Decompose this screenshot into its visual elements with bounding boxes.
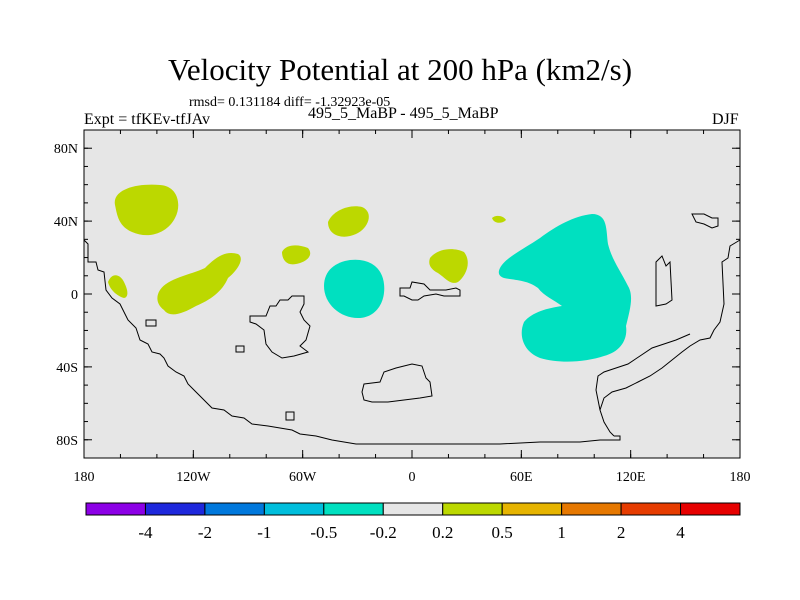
colorbar-label-9: 4	[676, 523, 685, 542]
coastline-central-america	[145, 319, 157, 327]
colorbar-swatch-0	[85, 502, 146, 516]
negative-region-atlantic	[324, 259, 385, 318]
colorbar-label-8: 2	[617, 523, 626, 542]
coastline-sub-antarctic-island	[285, 411, 295, 421]
positive-region-north-pacific	[114, 184, 179, 236]
colorbar-swatch-3	[263, 502, 325, 516]
plot-title: Velocity Potential at 200 hPa (km2/s)	[167, 52, 633, 87]
negative-region-asia-indian-ocean	[498, 214, 632, 362]
colorbar-label-0: -4	[138, 523, 153, 542]
positive-region-africa	[429, 249, 468, 283]
colorbar-label-2: -1	[257, 523, 271, 542]
experiment-label: Expt = tfKEv-tfJAv	[84, 111, 211, 128]
stats-label: rmsd= 0.131184 diff= -1.32923e-05	[189, 95, 391, 110]
coastline-islet	[235, 345, 245, 353]
colorbar-label-7: 1	[557, 523, 566, 542]
colorbar-label-4: -0.2	[370, 523, 397, 542]
lon-tick-label-6: 180	[730, 470, 751, 485]
colorbar-swatch-6	[442, 502, 503, 516]
colorbar-swatch-8	[561, 502, 622, 516]
colorbar-swatch-10	[680, 502, 741, 516]
colorbar-label-3: -0.5	[310, 523, 337, 542]
contour-fill-regions	[108, 184, 632, 362]
colorbar: -4 -2 -1 -0.5 -0.2 0.2 0.5 1 2 4	[85, 502, 741, 542]
lat-tick-label-2: 0	[71, 288, 78, 303]
colorbar-label-5: 0.2	[432, 523, 453, 542]
lon-tick-label-2: 60W	[289, 470, 317, 485]
positive-region-central-pacific	[157, 252, 241, 315]
map-axes: 180 120W 60W 0 60E 120E 180 80N 40N 0 40S 80S	[54, 130, 751, 485]
lat-tick-label-4: 80S	[56, 434, 78, 449]
positive-region-east-pacific	[108, 275, 128, 298]
coastline-africa-west	[399, 281, 461, 301]
colorbar-swatch-4	[323, 502, 384, 516]
lon-tick-label-5: 120E	[616, 470, 646, 485]
colorbar-swatch-7	[501, 502, 563, 516]
coastline-asia-east	[599, 239, 741, 437]
lat-tick-label-3: 40S	[56, 361, 78, 376]
lon-tick-label-4: 60E	[510, 470, 533, 485]
coastline-east-asia-inner	[595, 333, 691, 411]
positive-region-middle-east	[492, 215, 506, 223]
coastline-japan	[691, 213, 719, 229]
colorbar-swatch-1	[144, 502, 206, 516]
coastline-antarctic-block	[361, 363, 433, 403]
case-subtitle: 495_5_MaBP - 495_5_MaBP	[308, 105, 499, 122]
season-label: DJF	[712, 111, 739, 128]
positive-region-north-atlantic	[328, 206, 369, 237]
lon-tick-label-1: 120W	[176, 470, 211, 485]
colorbar-label-1: -2	[198, 523, 212, 542]
lat-tick-label-1: 40N	[54, 215, 78, 230]
map-plot-area: 180 120W 60W 0 60E 120E 180 80N 40N 0 40S 80S	[54, 129, 751, 485]
colorbar-swatch-5	[382, 502, 444, 516]
lon-tick-label-0: 180	[74, 470, 95, 485]
colorbar-swatch-2	[204, 502, 265, 516]
coastlines	[83, 213, 741, 445]
lat-tick-label-0: 80N	[54, 142, 78, 157]
colorbar-swatch-9	[620, 502, 682, 516]
coastline-peninsula	[655, 255, 673, 307]
coastline-south-america	[249, 295, 311, 359]
lon-tick-label-3: 0	[409, 470, 416, 485]
colorbar-label-6: 0.5	[492, 523, 513, 542]
coastline-americas-west	[83, 239, 621, 445]
positive-region-caribbean	[282, 245, 311, 265]
